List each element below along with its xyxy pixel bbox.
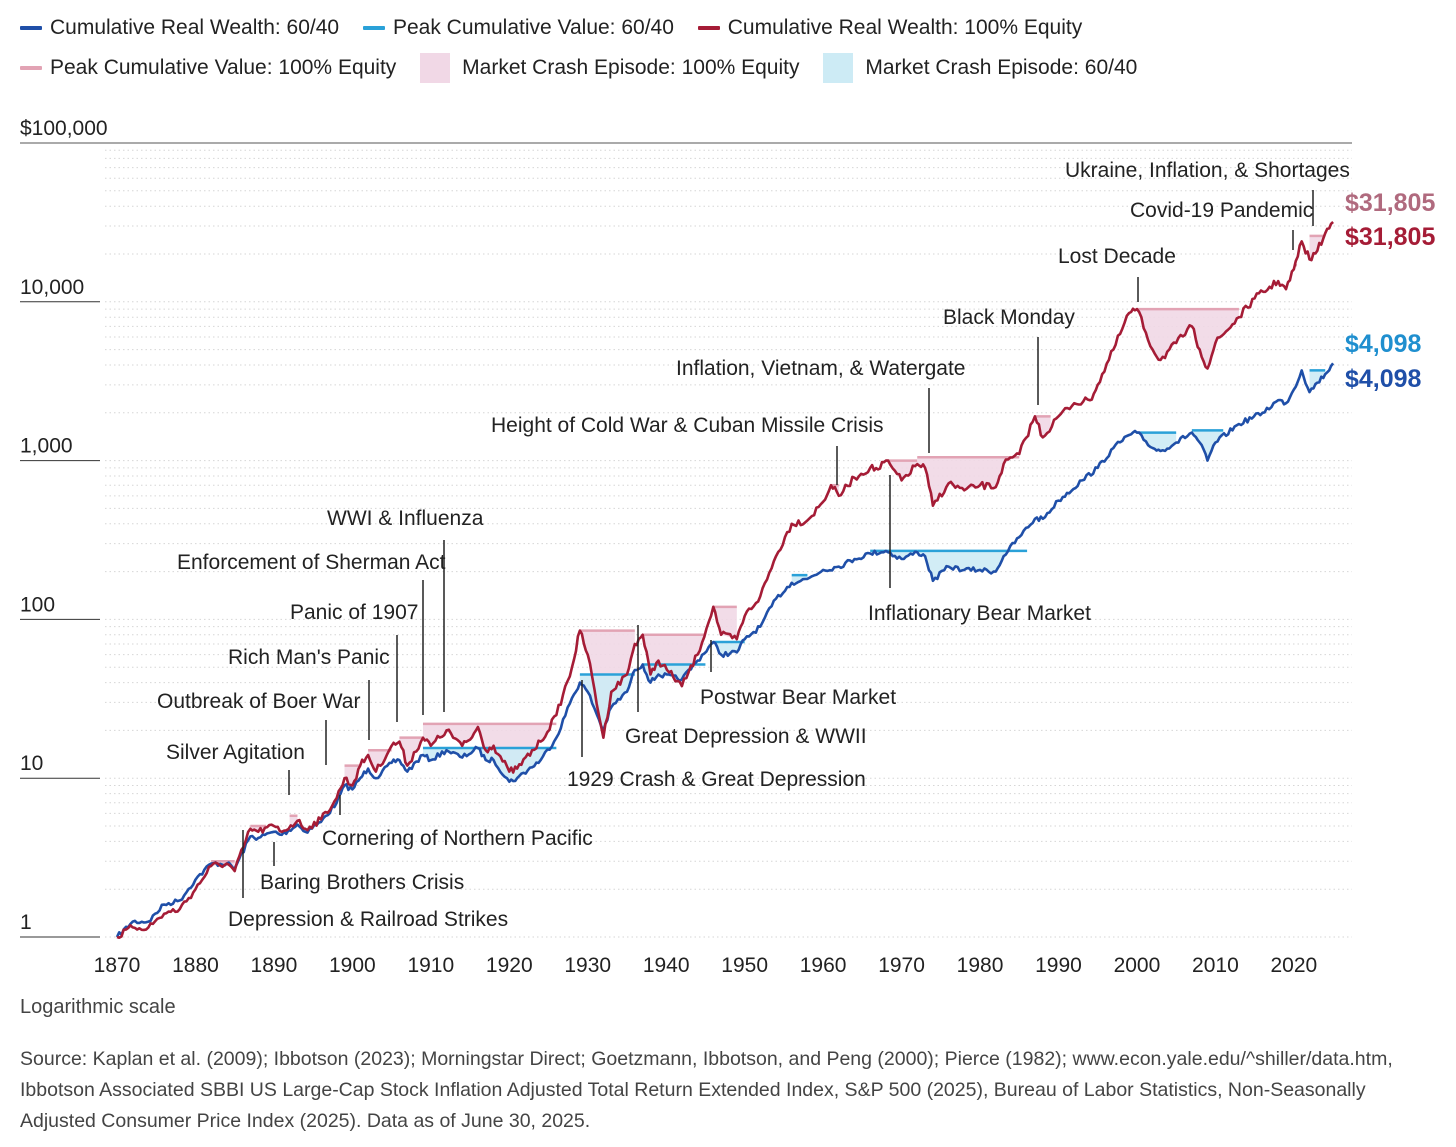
annotation-label: Covid-19 Pandemic [1130, 199, 1313, 222]
end-label-6040-peak: $4,098 [1345, 330, 1422, 358]
x-tick-label: 1920 [486, 954, 533, 977]
series-lines [115, 221, 1335, 939]
series-line-equity [116, 221, 1334, 939]
y-tick-label: 1 [20, 911, 32, 934]
legend-line-swatch [20, 26, 42, 31]
crash-episode-equity [713, 606, 737, 640]
x-tick-label: 2020 [1270, 954, 1317, 977]
annotation-label: Great Depression & WWII [625, 725, 867, 748]
legend-box-swatch [420, 53, 451, 84]
y-tick-label: 1,000 [20, 435, 73, 458]
crash-episode-sixty_forty [1191, 430, 1224, 461]
x-tick-label: 1940 [643, 954, 690, 977]
scale-note: Logarithmic scale [20, 996, 176, 1018]
annotation-label: Rich Man's Panic [228, 646, 390, 669]
x-tick-label: 1980 [957, 954, 1004, 977]
crash-episode-sixty_forty [917, 550, 1028, 579]
legend-item-equity-wealth: Cumulative Real Wealth: 100% Equity [697, 8, 1083, 48]
crash-episode-equity [642, 634, 706, 686]
legend-item-equity-peak: Peak Cumulative Value: 100% Equity [20, 48, 396, 88]
y-tick-label: 10,000 [20, 276, 84, 299]
x-tick-label: 1960 [800, 954, 847, 977]
x-axis-labels: 1870 1880 1890 1900 1910 1920 1930 1940 1950 1960… [94, 954, 1318, 977]
legend-line-swatch [362, 26, 385, 31]
x-tick-label: 1970 [878, 954, 925, 977]
annotation-label: Inflationary Bear Market [868, 602, 1091, 625]
y-tick-label: 100 [20, 593, 55, 616]
legend-box-swatch [823, 53, 854, 84]
legend-item-6040-crash: Market Crash Episode: 60/40 [823, 48, 1137, 88]
legend: Cumulative Real Wealth: 60/40 Peak Cumul… [20, 8, 1440, 88]
crash-episode-equity [917, 457, 1020, 504]
grid [20, 142, 1352, 938]
y-tick-label: 10 [20, 752, 43, 775]
legend-label: Cumulative Real Wealth: 60/40 [50, 16, 340, 39]
annotation-label: Silver Agitation [166, 741, 305, 764]
annotation-label: Outbreak of Boer War [157, 690, 360, 713]
legend-label: Market Crash Episode: 100% Equity [462, 56, 800, 79]
legend-label: Market Crash Episode: 60/40 [865, 56, 1138, 79]
annotation-label: Enforcement of Sherman Act [177, 551, 446, 574]
end-labels: $31,805 $31,805 $4,098 $4,098 [1345, 189, 1435, 393]
y-tick-label: $100,000 [20, 117, 108, 140]
x-tick-label: 1870 [94, 954, 141, 977]
annotation-label: Height of Cold War & Cuban Missile Crisi… [491, 414, 884, 437]
x-tick-label: 2000 [1114, 954, 1161, 977]
x-tick-label: 2010 [1192, 954, 1239, 977]
x-tick-label: 1880 [172, 954, 219, 977]
annotation-label: Ukraine, Inflation, & Shortages [1065, 159, 1350, 182]
legend-label: Cumulative Real Wealth: 100% Equity [727, 16, 1083, 39]
annotations: Depression & Railroad Strikes Baring Brot… [157, 159, 1350, 931]
crash-episode-sixty_forty [1136, 432, 1177, 451]
crash-episode-equity [289, 815, 298, 827]
annotation-label: Cornering of Northern Pacific [322, 827, 593, 850]
annotation-label: Baring Brothers Crisis [260, 871, 464, 894]
crash-episode-equity [250, 826, 267, 832]
crash-episode-sixty_forty [791, 575, 808, 583]
x-tick-label: 1950 [721, 954, 768, 977]
annotation-label: Panic of 1907 [290, 601, 418, 624]
crash-episode-equity [1136, 309, 1239, 366]
annotation-label: Postwar Bear Market [700, 686, 896, 709]
end-label-6040: $4,098 [1345, 365, 1422, 393]
annotation-label: Depression & Railroad Strikes [228, 908, 508, 931]
legend-line-swatch [697, 26, 720, 31]
annotation-label: Lost Decade [1058, 245, 1176, 268]
chart: 1 10 100 1,000 10,000 $100,000 1870 1880 1890 19… [20, 117, 1435, 977]
x-tick-label: 1930 [564, 954, 611, 977]
x-tick-label: 1900 [329, 954, 376, 977]
crash-episode-equity [885, 460, 918, 481]
legend-item-6040-wealth: Cumulative Real Wealth: 60/40 [20, 8, 339, 48]
source-note: Source: Kaplan et al. (2009); Ibbotson (… [20, 1048, 1393, 1132]
series-line-sixty_forty [115, 362, 1335, 938]
annotation-label: WWI & Influenza [327, 507, 484, 530]
legend-label: Peak Cumulative Value: 60/40 [392, 16, 674, 39]
annotation-label: 1929 Crash & Great Depression [567, 768, 866, 791]
legend-item-equity-crash: Market Crash Episode: 100% Equity [420, 48, 800, 88]
y-axis-labels: 1 10 100 1,000 10,000 $100,000 [20, 117, 108, 934]
legend-item-6040-peak: Peak Cumulative Value: 60/40 [362, 8, 674, 48]
x-tick-label: 1910 [407, 954, 454, 977]
x-tick-label: 1990 [1035, 954, 1082, 977]
annotation-label: Inflation, Vietnam, & Watergate [676, 357, 966, 380]
legend-line-swatch [20, 66, 42, 71]
legend-label: Peak Cumulative Value: 100% Equity [50, 56, 397, 79]
annotation-label: Black Monday [943, 306, 1075, 329]
x-tick-label: 1890 [251, 954, 298, 977]
end-label-equity: $31,805 [1345, 223, 1435, 251]
end-label-equity-peak: $31,805 [1345, 189, 1435, 217]
